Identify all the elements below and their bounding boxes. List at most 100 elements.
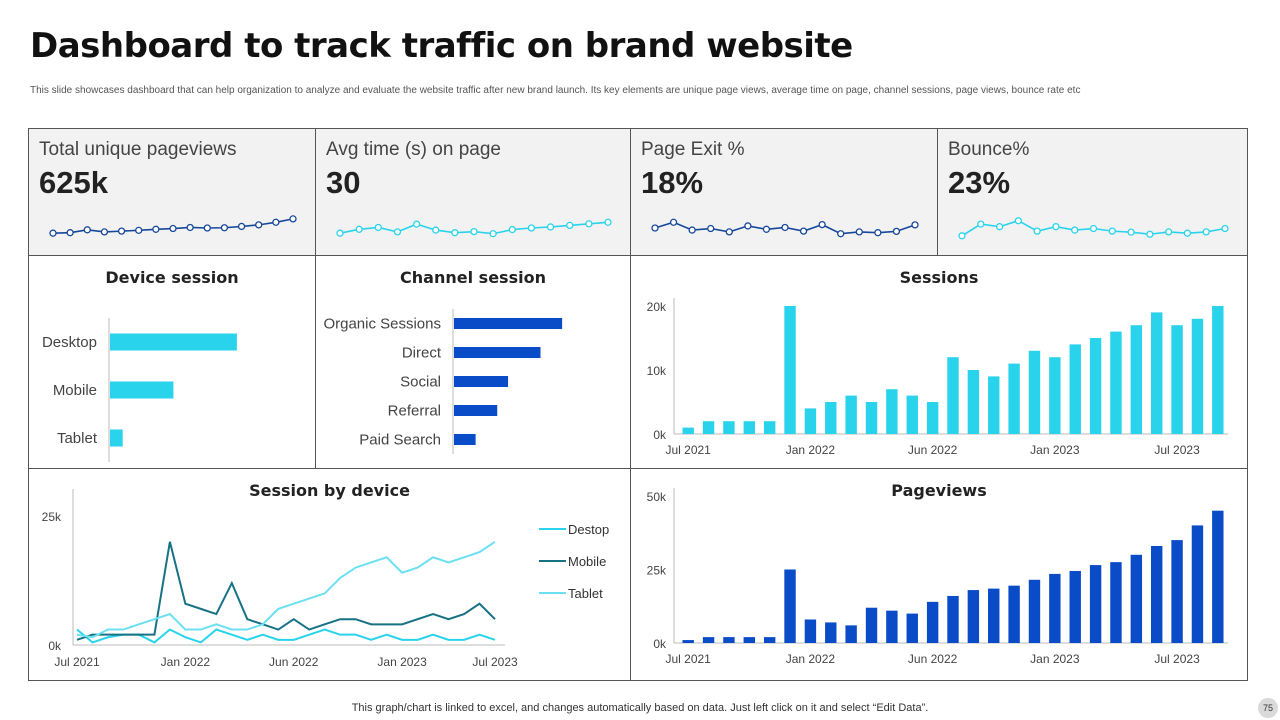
bar — [1171, 325, 1183, 434]
sparkline-point — [289, 215, 297, 223]
bar — [702, 421, 715, 434]
sparkline-point — [1089, 224, 1098, 233]
bar — [886, 610, 898, 643]
bar — [1069, 570, 1081, 643]
bar — [743, 637, 755, 643]
sparkline-point — [255, 221, 263, 229]
kpi-card-avg-time: Avg time (s) on page 30 — [315, 128, 631, 256]
kpi-label: Avg time (s) on page — [326, 139, 501, 160]
bar — [723, 637, 735, 643]
y-tick-label: 20k — [647, 300, 667, 314]
bar — [110, 333, 237, 351]
x-tick-label: Jul 2023 — [1154, 443, 1200, 457]
sparkline-point — [744, 222, 752, 230]
bar — [886, 389, 898, 434]
sparkline-point — [412, 220, 421, 228]
category-label: Paid Search — [359, 432, 441, 449]
device-session-panel: Device session Desktop Mobile Tablet — [28, 255, 316, 469]
sparkline-point — [470, 227, 478, 236]
chart-title: Sessions — [899, 268, 979, 287]
bar — [454, 376, 509, 387]
sparkline-point — [669, 218, 678, 226]
sparkline-point — [49, 229, 57, 237]
sparkline-point — [604, 218, 612, 226]
kpi-value: 18% — [641, 165, 704, 200]
bar — [1089, 338, 1102, 434]
sparkline-point — [837, 230, 845, 238]
kpi-value: 30 — [326, 165, 361, 200]
sparkline-point — [1014, 217, 1023, 225]
sparkline-point — [585, 220, 593, 228]
sparkline-point — [203, 224, 211, 232]
y-tick-label: 10k — [647, 364, 667, 378]
bar — [1130, 325, 1143, 434]
sparkline-point — [566, 221, 574, 230]
kpi-sparkline — [49, 215, 297, 237]
category-label: Referral — [388, 403, 441, 420]
channel-session-panel: Channel session Organic Sessions Direct So… — [315, 255, 631, 469]
y-tick-label: 0k — [653, 428, 667, 442]
bar — [967, 590, 980, 643]
bar — [1028, 579, 1041, 643]
kpi-sparkline — [651, 218, 919, 238]
device-session-chart: Desktop Mobile Tablet — [42, 318, 237, 462]
bar — [865, 607, 878, 643]
page-number-badge: 75 — [1258, 698, 1278, 718]
chart-title: Session by device — [249, 481, 410, 500]
bar — [1151, 545, 1163, 643]
bar — [825, 402, 837, 434]
bar — [1069, 344, 1081, 434]
sessions-chart: 0k 10k 20k Jul 2021 Jan 2022 Jun 2022 Jan 2023… — [647, 298, 1228, 457]
sparkline-point — [651, 224, 659, 232]
kpi-sparkline — [958, 217, 1229, 240]
x-tick-label: Jul 2021 — [665, 652, 711, 666]
sparkline-point — [152, 225, 160, 233]
category-label: Direct — [402, 345, 442, 362]
bar — [947, 595, 959, 643]
bar — [906, 395, 918, 434]
sparkline-point — [977, 220, 985, 228]
sparkline-point — [1202, 228, 1210, 236]
sparkline-point — [508, 225, 516, 234]
bar — [1151, 312, 1163, 434]
sparkline-point — [169, 224, 177, 233]
x-tick-label: Jun 2022 — [908, 443, 958, 457]
footer-note: This graph/chart is linked to excel, and… — [351, 702, 929, 714]
sparkline-point — [1221, 224, 1229, 233]
bar — [1130, 554, 1143, 643]
bar — [1212, 510, 1224, 643]
sparkline-point — [393, 228, 402, 236]
bar — [763, 421, 776, 434]
sparkline-point — [995, 223, 1004, 231]
bar — [988, 376, 1000, 434]
sparkline-point — [66, 229, 74, 237]
sparkline-point — [374, 223, 382, 232]
bar — [1008, 585, 1020, 643]
bar — [947, 357, 959, 434]
sparkline-point — [1127, 228, 1135, 236]
bar — [845, 395, 857, 434]
bar — [1049, 573, 1061, 643]
sparkline-point — [272, 218, 280, 226]
sparkline-point — [117, 227, 126, 235]
session-by-device-panel: Session by device 0k 25k Destop Mobile Table… — [28, 468, 631, 681]
bar — [1089, 565, 1102, 643]
sparkline-point — [100, 228, 109, 236]
chart-title: Device session — [105, 268, 239, 287]
bar — [723, 421, 735, 434]
sparkline-point — [1071, 226, 1079, 234]
bar — [1171, 540, 1183, 643]
bar — [784, 306, 796, 434]
bar — [702, 637, 715, 643]
bar — [845, 625, 857, 643]
pageviews-chart: 0k 25k 50k Jul 2021 Jan 2022 Jun 2022 Jan 2023… — [647, 488, 1228, 666]
bar — [110, 381, 174, 399]
y-tick-label: 0k — [653, 637, 667, 651]
page-title: Dashboard to track traffic on brand webs… — [30, 26, 853, 66]
sparkline-point — [855, 228, 863, 236]
legend-label: Mobile — [568, 554, 606, 569]
category-label: Social — [400, 374, 441, 391]
sparkline-point — [1052, 223, 1060, 231]
sparkline-point — [546, 223, 555, 231]
sparkline-point — [958, 232, 966, 240]
